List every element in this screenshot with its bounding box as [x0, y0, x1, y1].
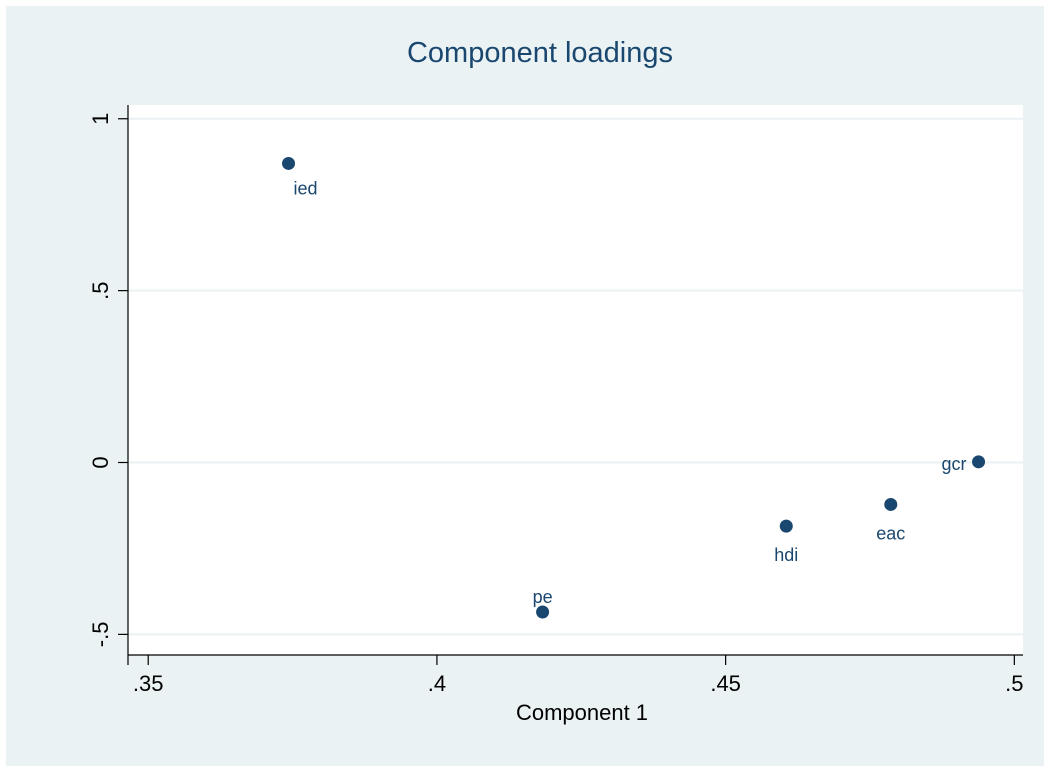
- x-tick-label-2: .45: [710, 671, 741, 696]
- point-eac: [884, 497, 898, 511]
- point-ied: [282, 156, 296, 170]
- data-points: ied pe hdi eac gcr: [282, 156, 986, 619]
- axes: [127, 105, 1023, 665]
- point-label-hdi: hdi: [774, 545, 798, 565]
- point-label-eac: eac: [876, 523, 905, 543]
- point-label-ied: ied: [294, 178, 318, 198]
- y-tick-label-0: -.5: [88, 622, 113, 648]
- y-tick-label-1: 0: [88, 456, 113, 468]
- y-tick-label-2: .5: [88, 281, 113, 299]
- chart-figure: Component loadings .35 .4 .45 .5 -.5 0 .5 1 ied…: [6, 6, 1044, 766]
- point-hdi: [779, 519, 793, 533]
- y-tick-label-3: 1: [88, 113, 113, 125]
- x-axis-title: Component 1: [516, 700, 648, 725]
- point-gcr: [972, 455, 986, 469]
- tick-marks: .35 .4 .45 .5 -.5 0 .5 1: [88, 113, 1024, 696]
- grid-lines: [128, 117, 1023, 636]
- x-tick-label-1: .4: [428, 671, 446, 696]
- x-tick-label-0: .35: [133, 671, 164, 696]
- plot-area: [128, 105, 1023, 655]
- point-label-pe: pe: [533, 587, 553, 607]
- scatter-chart: Component loadings .35 .4 .45 .5 -.5 0 .5 1 ied…: [88, 37, 1024, 725]
- point-label-gcr: gcr: [942, 454, 967, 474]
- chart-title: Component loadings: [407, 37, 673, 69]
- x-tick-label-3: .5: [1005, 671, 1023, 696]
- point-pe: [536, 605, 550, 619]
